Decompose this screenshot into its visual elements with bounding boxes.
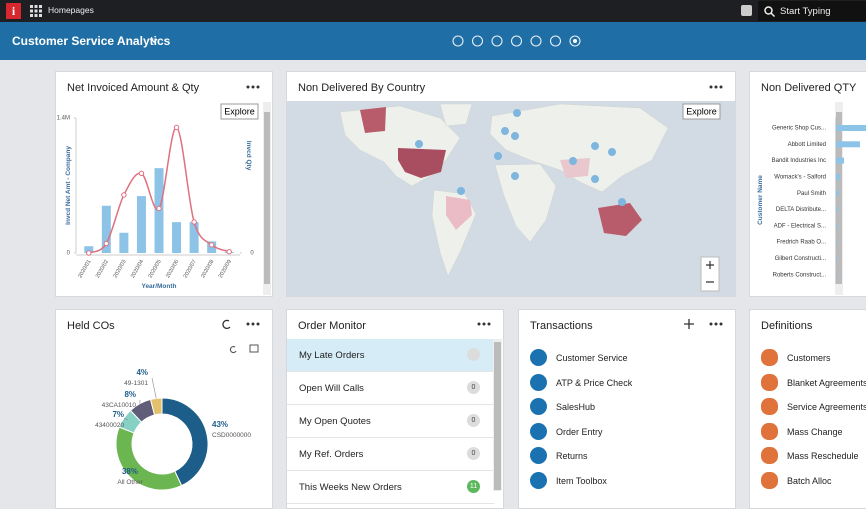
line-point: [227, 249, 231, 253]
refresh-small[interactable]: [230, 347, 236, 353]
scroll-thumb[interactable]: [836, 112, 842, 284]
y-tick-label: Roberts Construct...: [773, 272, 827, 278]
x-tick-label: 2020/02: [95, 259, 110, 279]
y-tick-label: Fredrich Raab O...: [777, 240, 827, 246]
y-tick-label: Gilbert Constructi...: [775, 256, 827, 262]
donut-segment: [162, 398, 208, 486]
bar: [836, 125, 866, 131]
x-tick-label: 2020/09: [218, 259, 233, 279]
x-tick-label: 2020/07: [183, 259, 198, 279]
refresh-icon[interactable]: [223, 320, 230, 328]
x-axis-title: Year/Month: [141, 283, 176, 290]
x-tick-label: 2020/08: [200, 259, 215, 279]
y-axis-title: Invcd Net Amt - Company: [65, 146, 72, 225]
y-tick-label: 1.4M: [57, 116, 70, 122]
explore-button[interactable]: Explore: [221, 104, 258, 119]
y-tick-label: Generic Shop Cus...: [772, 126, 826, 132]
y-tick-label: DELTA Distribute...: [776, 207, 826, 213]
line-point: [87, 251, 91, 255]
bar: [119, 233, 128, 253]
category-label: 49-1301: [124, 380, 148, 387]
bar: [190, 222, 199, 253]
y-tick-label: Abbott Limited: [788, 142, 826, 148]
line-point: [104, 241, 108, 245]
overlay: Explore Explore 0 1.4M 0 Invcd Net Amt - Co…: [0, 0, 866, 492]
x-tick-label: 2020/01: [77, 259, 92, 279]
scroll-thumb[interactable]: [264, 112, 270, 284]
data-label: 4%: [136, 368, 148, 377]
y2-tick-label: 0: [250, 251, 254, 257]
zoom-control[interactable]: [701, 257, 719, 291]
category-label: CSD0000000: [212, 432, 251, 439]
world-map[interactable]: [287, 101, 735, 296]
data-label: 8%: [124, 390, 136, 399]
data-label: 43%: [212, 420, 228, 429]
category-label: All Other: [117, 479, 143, 486]
data-label: 38%: [122, 467, 138, 476]
button-label: Explore: [686, 106, 717, 116]
x-tick-label: 2020/04: [130, 259, 145, 279]
bar: [137, 196, 146, 253]
y-tick-label: ADF - Electrical S...: [774, 223, 827, 229]
category-label: 43CA10010: [102, 402, 137, 409]
explore-button[interactable]: Explore: [683, 104, 720, 119]
bar: [836, 239, 837, 245]
y-tick-label: Womack's - Salford: [774, 174, 826, 180]
bar: [836, 207, 838, 213]
bar: [836, 174, 840, 180]
bar: [836, 223, 837, 229]
y-tick-label: Paul Smith: [797, 191, 826, 197]
y-tick-label: Bandit Industries Inc: [772, 158, 826, 164]
bar: [172, 222, 181, 253]
category-label: 43400020: [95, 422, 124, 429]
line-point: [174, 125, 178, 129]
line-point: [157, 206, 161, 210]
x-tick-label: 2020/06: [165, 259, 180, 279]
scroll-thumb[interactable]: [494, 342, 501, 490]
bar: [836, 158, 844, 164]
page: i Homepages Start Typing Customer Servic…: [0, 0, 866, 492]
line-point: [122, 193, 126, 197]
add-icon[interactable]: [684, 319, 694, 329]
y2-axis-title: Invcd Qty: [245, 141, 252, 171]
x-tick-label: 2020/05: [148, 259, 163, 279]
button-label: Explore: [224, 106, 255, 116]
bar: [836, 190, 838, 196]
line-point: [139, 171, 143, 175]
y-tick-label: 0: [67, 251, 71, 257]
bar: [836, 255, 837, 261]
x-tick-label: 2020/03: [112, 259, 127, 279]
line-point: [209, 243, 213, 247]
bar: [836, 141, 860, 147]
y-axis-title: Customer Name: [757, 175, 764, 225]
data-label: 7%: [112, 410, 124, 419]
leader-line: [152, 378, 156, 398]
export-icon[interactable]: [250, 345, 258, 352]
line-point: [192, 220, 196, 224]
